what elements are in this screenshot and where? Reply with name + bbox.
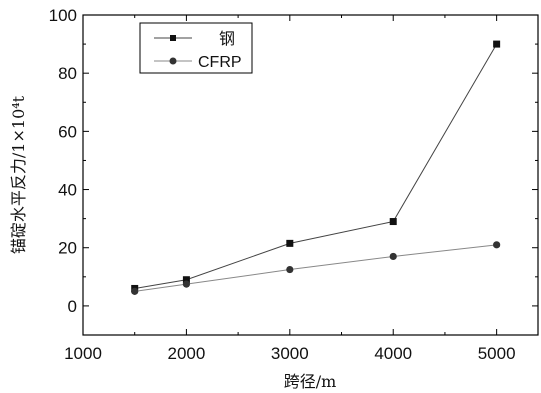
- data-point-0: [286, 239, 294, 247]
- y-tick-label: 80: [58, 64, 77, 83]
- data-point-1: [389, 252, 397, 261]
- y-tick-label: 100: [49, 6, 77, 25]
- plot-frame: [82, 14, 539, 336]
- y-tick-label: 20: [58, 239, 77, 258]
- data-point-0: [182, 276, 190, 284]
- legend-label-cfrp: CFRP: [198, 54, 242, 71]
- x-tick-label: 1000: [64, 344, 102, 363]
- x-axis-title: 跨径/m: [284, 372, 337, 391]
- y-tick-labels: 0 20 40 60 80 100: [49, 6, 77, 316]
- y-tick-label: 0: [68, 297, 77, 316]
- y-axis-title: 锚碇水平反力/1×10⁴t: [9, 95, 28, 254]
- x-tick-label: 5000: [478, 344, 516, 363]
- data-point-1: [182, 280, 191, 288]
- legend-label-steel: 钢: [219, 30, 235, 48]
- data-point-1: [131, 287, 139, 295]
- data-point-0: [389, 218, 397, 226]
- series-line-0: [134, 43, 498, 289]
- legend: 钢 CFRP: [139, 22, 253, 74]
- x-tick-label: 4000: [374, 344, 412, 363]
- x-tick-labels: 1000 2000 3000 4000 5000: [64, 344, 515, 363]
- legend-marker-steel: [170, 35, 176, 41]
- data-point-0: [493, 40, 501, 48]
- data-point-1: [286, 265, 294, 274]
- legend-marker-cfrp: [169, 57, 177, 65]
- legend-box: [139, 22, 253, 74]
- y-tick-label: 60: [58, 122, 77, 141]
- y-tick-label: 40: [58, 181, 77, 200]
- series-layer: [131, 40, 501, 295]
- x-tick-label: 3000: [271, 344, 309, 363]
- x-tick-label: 2000: [167, 344, 205, 363]
- data-point-1: [493, 241, 501, 249]
- tick-marks: [82, 14, 538, 335]
